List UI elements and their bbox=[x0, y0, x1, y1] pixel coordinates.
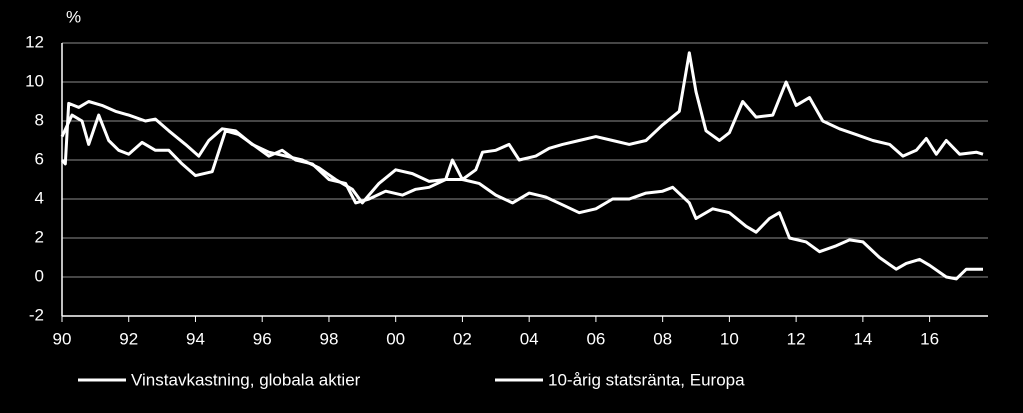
legend-label: 10-årig statsränta, Europa bbox=[548, 370, 745, 389]
x-tick-label: 04 bbox=[520, 329, 539, 348]
x-tick-label: 90 bbox=[53, 329, 72, 348]
x-tick-label: 02 bbox=[453, 329, 472, 348]
x-tick-label: 00 bbox=[386, 329, 405, 348]
x-tick-label: 98 bbox=[319, 329, 338, 348]
x-tick-label: 94 bbox=[186, 329, 205, 348]
x-tick-label: 96 bbox=[253, 329, 272, 348]
y-tick-label: 12 bbox=[25, 32, 44, 51]
x-tick-label: 08 bbox=[653, 329, 672, 348]
series-line bbox=[60, 51, 984, 205]
y-tick-label: -2 bbox=[29, 305, 44, 324]
legend-label: Vinstavkastning, globala aktier bbox=[131, 370, 361, 389]
y-tick-label: 6 bbox=[35, 149, 44, 168]
x-tick-label: 10 bbox=[720, 329, 739, 348]
y-tick-label: 0 bbox=[35, 266, 44, 285]
x-tick-label: 06 bbox=[586, 329, 605, 348]
y-tick-label: 4 bbox=[35, 188, 44, 207]
y-tick-label: 2 bbox=[35, 227, 44, 246]
y-axis-label: % bbox=[66, 7, 81, 26]
x-tick-label: 16 bbox=[920, 329, 939, 348]
x-tick-label: 92 bbox=[119, 329, 138, 348]
y-tick-label: 10 bbox=[25, 71, 44, 90]
series-line bbox=[60, 100, 983, 281]
x-tick-label: 14 bbox=[853, 329, 872, 348]
x-tick-label: 12 bbox=[787, 329, 806, 348]
y-tick-label: 8 bbox=[35, 110, 44, 129]
